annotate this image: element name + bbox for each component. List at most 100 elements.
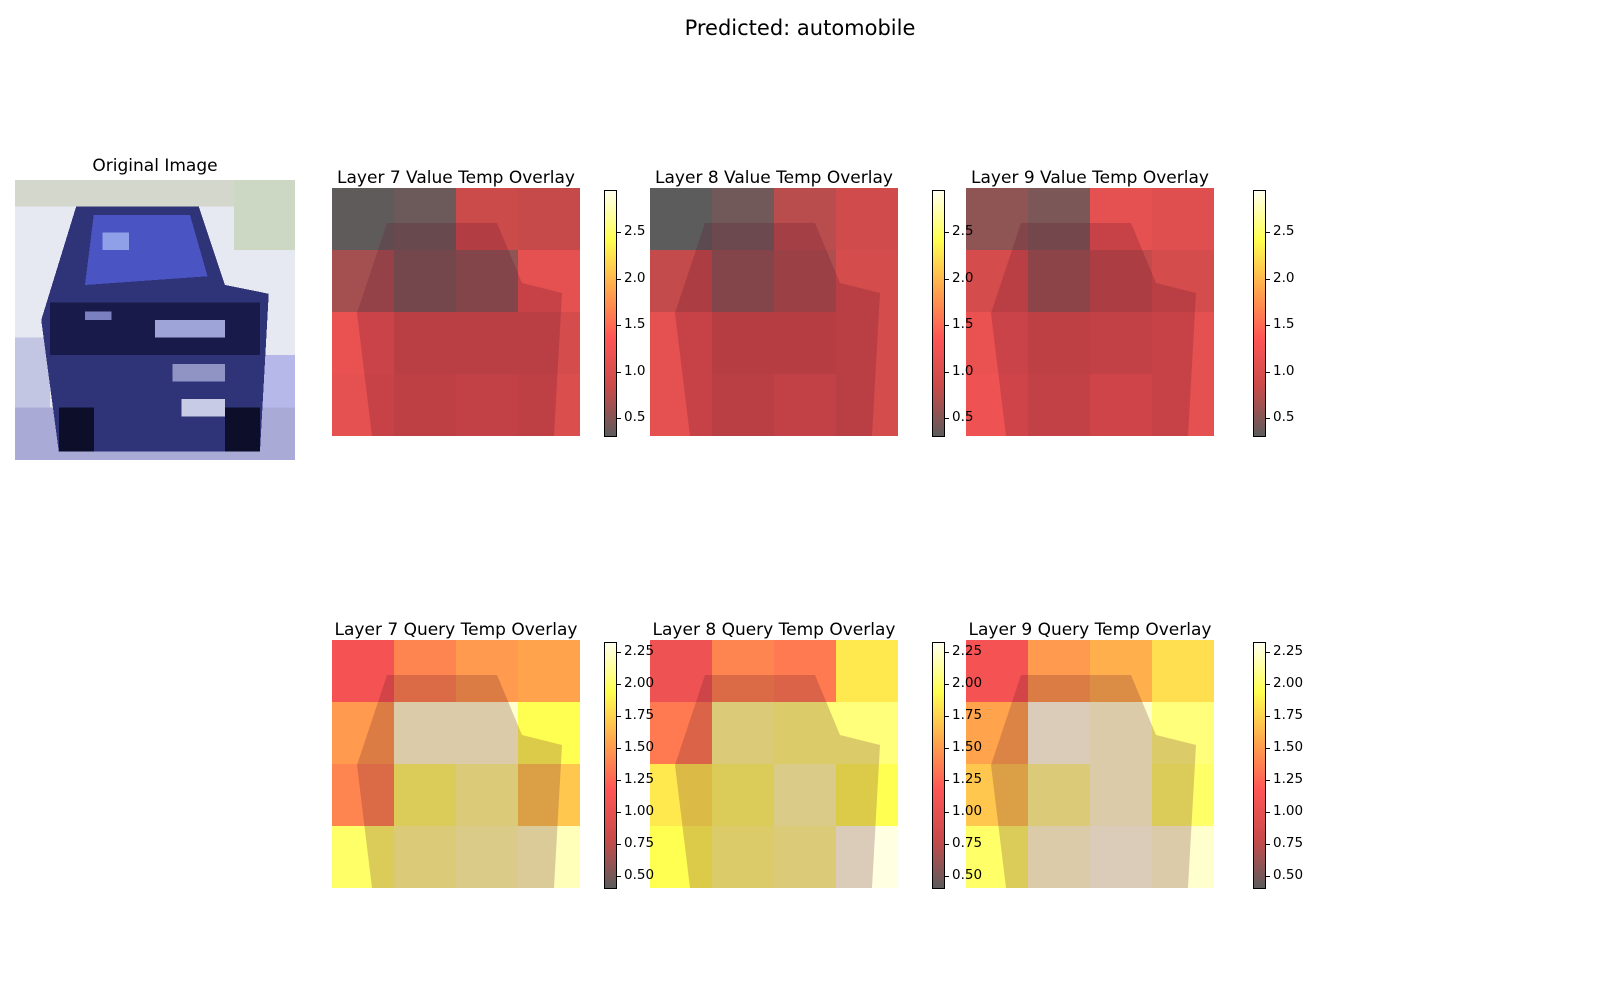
colorbar-tick-mark [617,844,621,846]
heatmap-cell [456,702,518,764]
heatmap-cell [1028,826,1090,888]
colorbar-tick-mark [945,325,949,327]
colorbar-tick-label: 2.00 [624,675,655,692]
colorbar-tick-label: 2.5 [1273,222,1295,239]
colorbar-tick-mark [617,278,621,280]
heatmap-cell [456,826,518,888]
colorbar-tick-mark [945,684,949,686]
heatmap-cell [518,374,580,436]
car-silhouette-overlay [991,675,1196,888]
heatmap-cell [966,826,1028,888]
colorbar-tick-mark [945,231,949,233]
heatmap-cell [332,702,394,764]
heatmap-cell [966,764,1028,826]
colorbar-tick-label: 1.75 [1273,707,1304,724]
heatmap-cell [966,188,1028,250]
heatmap-cell [456,764,518,826]
heatmap-cell [836,250,898,312]
colorbar-tick-mark [617,812,621,814]
heatmap-panel [332,640,580,888]
heatmap-cell [650,702,712,764]
heatmap-cell [1152,188,1214,250]
panel-title: Layer 9 Query Temp Overlay [968,620,1212,640]
colorbar-tick-mark [945,844,949,846]
panel-title: Layer 8 Value Temp Overlay [655,168,893,188]
colorbar-tick-label: 0.5 [624,409,646,426]
heatmap-cell [712,374,774,436]
colorbar-tick-mark [945,418,949,420]
colorbar-tick-label: 2.5 [624,222,646,239]
colorbar-tick-mark [1266,231,1270,233]
colorbar-tick-label: 2.0 [624,269,646,286]
colorbar-tick-mark [1266,716,1270,718]
colorbar-tick-mark [1266,278,1270,280]
heatmap-cell [1090,826,1152,888]
colorbar-tick-mark [617,652,621,654]
heatmap-cell [1028,250,1090,312]
heatmap-cell [1152,826,1214,888]
heatmap-cell [1090,702,1152,764]
colorbar-tick-label: 1.00 [624,803,655,820]
heatmap-cell [650,764,712,826]
heatmap-cell [394,764,456,826]
car-silhouette-overlay [357,675,562,888]
heatmap-cell [456,250,518,312]
heatmap-cell [456,188,518,250]
heatmap-cell [836,188,898,250]
heatmap-cell [1090,374,1152,436]
heatmap-cell [1028,640,1090,702]
colorbar-tick-mark [617,716,621,718]
panel-title: Layer 7 Query Temp Overlay [334,620,578,640]
colorbar-tick-label: 1.50 [952,739,983,756]
heatmap-cell [650,188,712,250]
heatmap-cell [1152,764,1214,826]
colorbar-tick-mark [1266,325,1270,327]
colorbar-tick-mark [945,652,949,654]
colorbar-tick-mark [1266,780,1270,782]
figure-title: Predicted: automobile [684,16,916,40]
colorbar-tick-label: 1.50 [1273,739,1304,756]
car-silhouette-overlay [675,675,880,888]
colorbar-tick-label: 1.75 [624,707,655,724]
heatmap-cell [518,312,580,374]
heatmap-cell [836,764,898,826]
colorbar-tick-mark [617,748,621,750]
colorbar-tick-label: 1.0 [624,362,646,379]
heatmap-cell [456,374,518,436]
heatmap-cell [712,312,774,374]
colorbar-tick-mark [1266,371,1270,373]
heatmap-cell [456,312,518,374]
heatmap-cell [1152,702,1214,764]
colorbar-tick-mark [945,876,949,878]
colorbar [932,190,945,437]
heatmap-cell [332,188,394,250]
heatmap-cell [394,374,456,436]
heatmap-cell [966,702,1028,764]
colorbar-tick-label: 1.5 [624,316,646,333]
heatmap-cell [1152,374,1214,436]
heatmap-cell [712,702,774,764]
heatmap-cell [836,374,898,436]
heatmap-cell [394,250,456,312]
colorbar-tick-label: 2.00 [1273,675,1304,692]
heatmap-cell [1152,250,1214,312]
heatmap-cell [712,826,774,888]
heatmap-cell [712,640,774,702]
colorbar-tick-label: 1.5 [952,316,974,333]
heatmap-cell [966,640,1028,702]
colorbar-tick-mark [617,371,621,373]
heatmap-cell [1090,312,1152,374]
heatmap-cell [774,250,836,312]
heatmap-cell [518,826,580,888]
colorbar-tick-label: 0.5 [1273,409,1295,426]
panel-title: Layer 9 Value Temp Overlay [971,168,1209,188]
heatmap-cell [1028,702,1090,764]
heatmap-cell [1090,764,1152,826]
heatmap-cell [712,250,774,312]
heatmap-cell [1028,312,1090,374]
panel-title: Layer 8 Query Temp Overlay [652,620,896,640]
colorbar-tick-label: 1.0 [1273,362,1295,379]
colorbar-tick-mark [945,278,949,280]
panel-title: Layer 7 Value Temp Overlay [337,168,575,188]
heatmap-cell [650,312,712,374]
